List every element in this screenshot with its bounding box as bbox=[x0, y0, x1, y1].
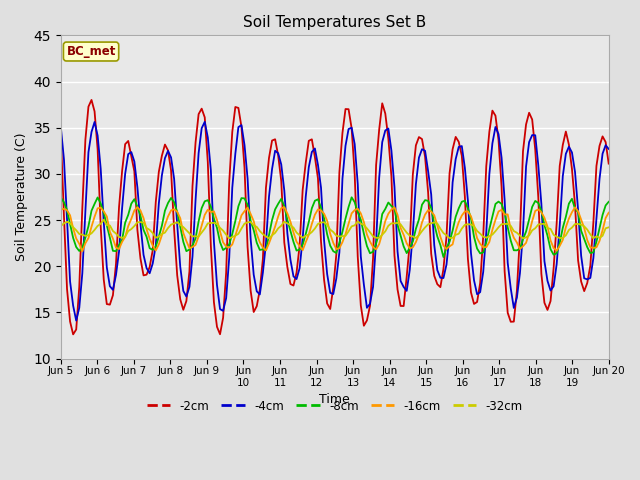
X-axis label: Time: Time bbox=[319, 394, 350, 407]
-32cm bbox=[57, 223, 65, 229]
-4cm bbox=[72, 318, 80, 324]
-4cm bbox=[605, 146, 612, 152]
Line: -2cm: -2cm bbox=[61, 100, 609, 335]
Legend: -2cm, -4cm, -8cm, -16cm, -32cm: -2cm, -4cm, -8cm, -16cm, -32cm bbox=[142, 395, 527, 417]
Line: -8cm: -8cm bbox=[61, 197, 609, 257]
-8cm bbox=[170, 199, 178, 205]
-2cm bbox=[605, 161, 612, 167]
-2cm bbox=[57, 134, 65, 140]
Title: Soil Temperatures Set B: Soil Temperatures Set B bbox=[243, 15, 426, 30]
-2cm bbox=[67, 319, 74, 324]
-8cm bbox=[440, 254, 447, 260]
-4cm bbox=[201, 119, 209, 125]
-16cm bbox=[124, 223, 132, 229]
-2cm bbox=[69, 332, 77, 337]
-8cm bbox=[605, 199, 612, 204]
-2cm bbox=[593, 163, 600, 169]
-2cm bbox=[127, 154, 135, 159]
-4cm bbox=[57, 125, 65, 131]
-16cm bbox=[57, 207, 65, 213]
-4cm bbox=[173, 221, 181, 227]
-8cm bbox=[593, 239, 600, 244]
-2cm bbox=[177, 297, 184, 302]
-4cm bbox=[593, 216, 600, 222]
-16cm bbox=[605, 210, 612, 216]
-16cm bbox=[79, 249, 86, 254]
Line: -16cm: -16cm bbox=[61, 207, 609, 252]
-32cm bbox=[605, 225, 612, 230]
-2cm bbox=[271, 136, 279, 142]
-16cm bbox=[67, 213, 74, 218]
-8cm bbox=[57, 194, 65, 200]
-4cm bbox=[124, 151, 132, 157]
-16cm bbox=[173, 209, 181, 215]
-16cm bbox=[268, 232, 276, 238]
-4cm bbox=[271, 148, 279, 154]
Text: BC_met: BC_met bbox=[67, 45, 116, 58]
Y-axis label: Soil Temperature (C): Soil Temperature (C) bbox=[15, 132, 28, 261]
-32cm bbox=[519, 236, 527, 241]
-32cm bbox=[100, 217, 108, 223]
-4cm bbox=[67, 279, 74, 285]
-8cm bbox=[550, 252, 557, 258]
-8cm bbox=[67, 221, 74, 227]
-2cm bbox=[88, 97, 95, 103]
Line: -4cm: -4cm bbox=[61, 122, 609, 321]
Line: -32cm: -32cm bbox=[61, 220, 609, 239]
-16cm bbox=[593, 244, 600, 250]
-16cm bbox=[280, 204, 288, 210]
-8cm bbox=[265, 232, 273, 238]
-4cm bbox=[550, 283, 557, 289]
-32cm bbox=[173, 219, 181, 225]
-16cm bbox=[550, 245, 557, 251]
-8cm bbox=[348, 194, 355, 200]
-32cm bbox=[550, 232, 557, 238]
-32cm bbox=[67, 220, 74, 226]
-32cm bbox=[124, 228, 132, 234]
-8cm bbox=[122, 220, 129, 226]
-2cm bbox=[550, 265, 557, 271]
-32cm bbox=[268, 232, 276, 238]
-32cm bbox=[593, 233, 600, 239]
